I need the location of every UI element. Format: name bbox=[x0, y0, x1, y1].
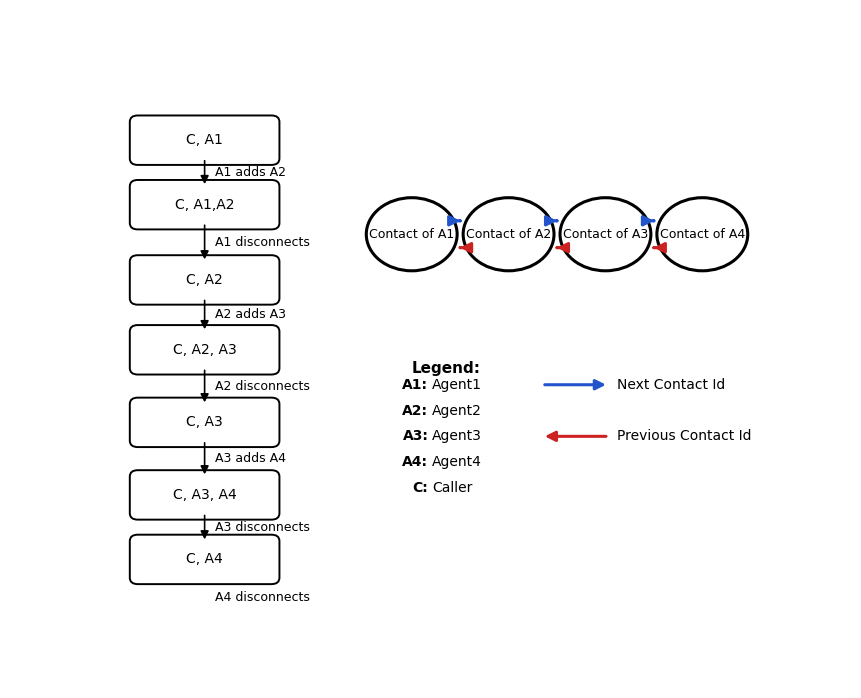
Text: C, A4: C, A4 bbox=[186, 552, 223, 566]
FancyBboxPatch shape bbox=[130, 255, 279, 304]
Text: A3:: A3: bbox=[402, 429, 428, 443]
FancyBboxPatch shape bbox=[130, 180, 279, 230]
Text: Previous Contact Id: Previous Contact Id bbox=[616, 429, 751, 443]
Text: A1 disconnects: A1 disconnects bbox=[214, 236, 309, 248]
Text: Contact of A4: Contact of A4 bbox=[659, 228, 744, 241]
Text: Agent3: Agent3 bbox=[431, 429, 481, 443]
FancyBboxPatch shape bbox=[130, 115, 279, 165]
Text: A2 disconnects: A2 disconnects bbox=[214, 380, 309, 393]
Text: Contact of A1: Contact of A1 bbox=[369, 228, 454, 241]
FancyBboxPatch shape bbox=[130, 398, 279, 447]
FancyBboxPatch shape bbox=[130, 470, 279, 519]
Text: C, A2: C, A2 bbox=[186, 273, 223, 287]
Text: C, A1: C, A1 bbox=[186, 133, 223, 147]
Text: Caller: Caller bbox=[431, 481, 472, 495]
Text: Legend:: Legend: bbox=[412, 361, 480, 376]
Text: A4:: A4: bbox=[402, 455, 428, 469]
Text: C, A2, A3: C, A2, A3 bbox=[172, 343, 236, 357]
Text: C, A3, A4: C, A3, A4 bbox=[172, 488, 236, 502]
Text: C:: C: bbox=[412, 481, 428, 495]
Text: C, A3: C, A3 bbox=[186, 415, 223, 429]
Text: A4 disconnects: A4 disconnects bbox=[214, 591, 309, 604]
Text: Agent1: Agent1 bbox=[431, 378, 481, 392]
FancyBboxPatch shape bbox=[130, 535, 279, 584]
Text: A3 adds A4: A3 adds A4 bbox=[214, 452, 285, 465]
Text: Agent4: Agent4 bbox=[431, 455, 481, 469]
FancyBboxPatch shape bbox=[130, 325, 279, 375]
Text: Contact of A2: Contact of A2 bbox=[466, 228, 550, 241]
Text: A1:: A1: bbox=[402, 378, 428, 392]
Text: A2:: A2: bbox=[402, 403, 428, 417]
Text: A3 disconnects: A3 disconnects bbox=[214, 521, 309, 534]
Text: Contact of A3: Contact of A3 bbox=[562, 228, 647, 241]
Text: A1 adds A2: A1 adds A2 bbox=[214, 166, 285, 179]
Text: C, A1,A2: C, A1,A2 bbox=[175, 198, 234, 211]
Text: A2 adds A3: A2 adds A3 bbox=[214, 309, 285, 321]
Text: Next Contact Id: Next Contact Id bbox=[616, 378, 724, 392]
Text: Agent2: Agent2 bbox=[431, 403, 481, 417]
